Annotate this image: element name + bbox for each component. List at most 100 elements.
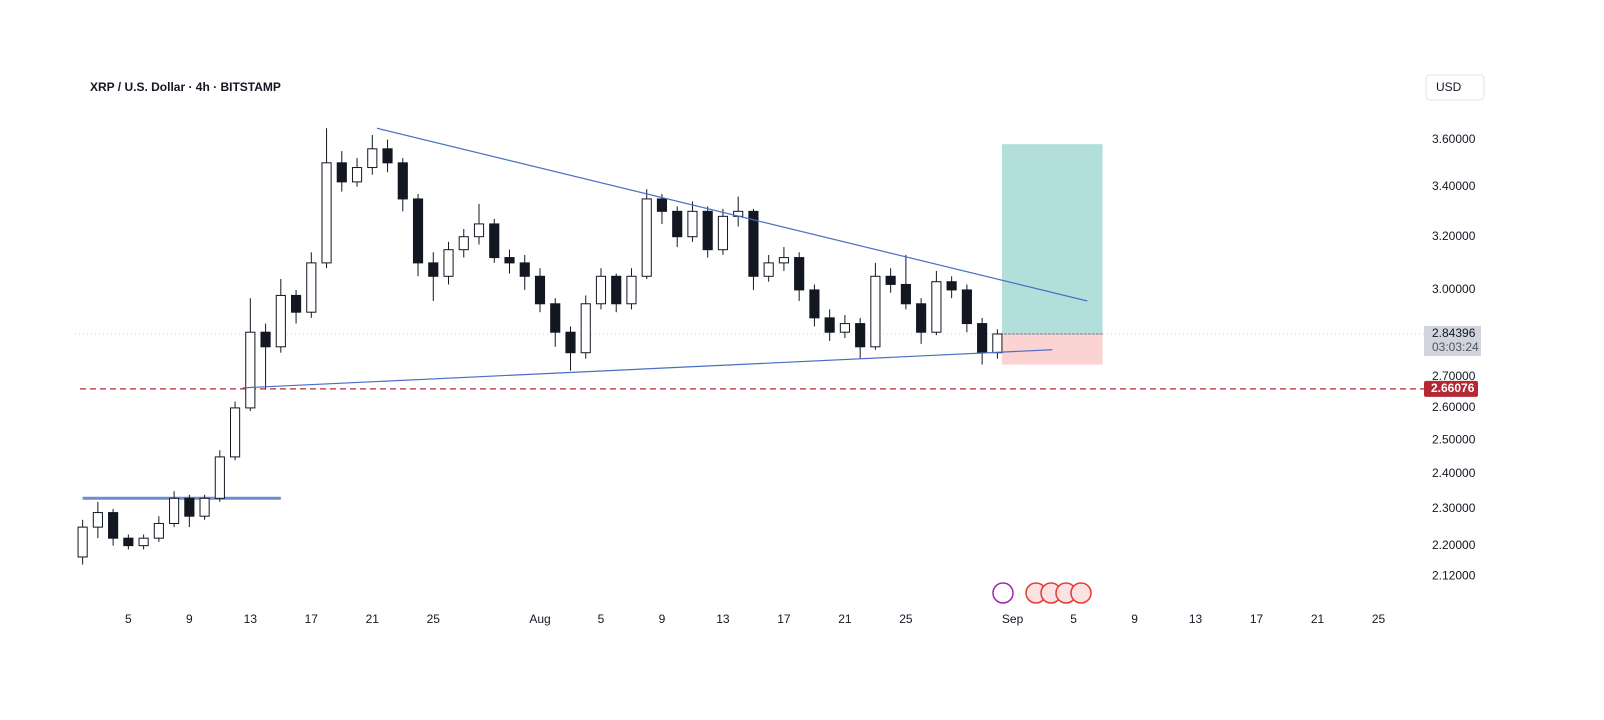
- candle-body: [839, 323, 850, 333]
- candle-body: [717, 215, 729, 251]
- candle-body: [92, 512, 103, 528]
- candle-body: [367, 148, 378, 169]
- candle-body: [641, 198, 652, 277]
- candle-body: [855, 323, 866, 348]
- x-tick-label: 9: [1131, 612, 1138, 626]
- candle-body: [992, 333, 1003, 354]
- candle-body: [824, 317, 835, 333]
- candle-body: [245, 331, 256, 409]
- candle-body: [123, 537, 134, 547]
- x-tick-label: 25: [427, 612, 441, 626]
- x-tick-label: 17: [305, 612, 319, 626]
- candle-body: [504, 257, 515, 264]
- x-tick-label: 13: [716, 612, 730, 626]
- x-tick-label: 5: [1070, 612, 1077, 626]
- y-tick-label: 2.20000: [1432, 538, 1476, 552]
- x-tick-label: 9: [186, 612, 193, 626]
- candle-body: [336, 162, 347, 183]
- x-tick-label: 9: [659, 612, 666, 626]
- currency-label: USD: [1436, 80, 1462, 94]
- y-tick-label: 2.40000: [1432, 466, 1476, 480]
- trendline: [376, 127, 1088, 302]
- candle-body: [763, 262, 774, 277]
- candle-body: [153, 522, 164, 539]
- candle-body: [489, 223, 500, 259]
- event-icon[interactable]: [992, 582, 1014, 604]
- candle-body: [977, 323, 988, 354]
- x-tick-label: 13: [1189, 612, 1203, 626]
- event-icons: [992, 582, 1092, 604]
- candle-body: [778, 257, 789, 264]
- x-tick-label: 21: [838, 612, 852, 626]
- candle-body: [199, 497, 210, 517]
- y-tick-label: 2.12000: [1432, 568, 1476, 582]
- candle-body: [519, 262, 530, 277]
- candle-body: [900, 283, 911, 305]
- candle-body: [946, 281, 957, 291]
- alert-price-box: [1424, 380, 1478, 397]
- x-tick-label: Sep: [1002, 612, 1024, 626]
- candle-body: [687, 210, 698, 238]
- candle-body: [397, 162, 408, 200]
- y-tick-label: 3.00000: [1432, 282, 1476, 296]
- candle-body: [595, 275, 607, 305]
- x-tick-label: 21: [1311, 612, 1325, 626]
- candle-body: [214, 456, 225, 499]
- candle-body: [580, 303, 591, 354]
- target-zone: [1001, 144, 1103, 334]
- candle-body: [656, 198, 668, 212]
- candle-body: [412, 198, 424, 264]
- alert-price-label: 2.66076: [1431, 381, 1475, 395]
- last-price-label: 2.84396: [1432, 326, 1476, 340]
- x-tick-label: 17: [777, 612, 791, 626]
- candle-body: [794, 257, 805, 291]
- x-tick-label: 25: [1372, 612, 1386, 626]
- last-price-box: [1424, 325, 1481, 356]
- candle-body: [565, 331, 576, 354]
- countdown-label: 03:03:24: [1432, 340, 1479, 354]
- candle-body: [885, 275, 896, 285]
- candle-body: [931, 281, 942, 333]
- candle-body: [550, 303, 561, 333]
- candle-body: [428, 262, 439, 277]
- trendline: [242, 349, 1053, 389]
- y-tick-label: 2.60000: [1432, 400, 1476, 414]
- x-tick-label: 13: [244, 612, 258, 626]
- candle-body: [260, 331, 271, 348]
- y-tick-label: 3.60000: [1432, 132, 1476, 146]
- x-tick-label: 25: [899, 612, 913, 626]
- candle-body: [108, 512, 119, 539]
- currency-button[interactable]: [1425, 74, 1485, 101]
- y-tick-label: 2.70000: [1432, 369, 1476, 383]
- candle-body: [626, 275, 637, 305]
- y-tick-label: 3.40000: [1432, 179, 1476, 193]
- candle-body: [138, 537, 149, 547]
- y-tick-label: 3.20000: [1432, 229, 1476, 243]
- event-icon[interactable]: [1070, 582, 1092, 604]
- candle-body: [443, 249, 454, 277]
- candle-body: [611, 275, 622, 305]
- candle-body: [870, 275, 881, 348]
- y-tick-label: 2.30000: [1432, 501, 1476, 515]
- candle-body: [702, 210, 713, 251]
- candle-body: [77, 526, 88, 558]
- candle-body: [961, 289, 972, 325]
- candle-body: [351, 167, 363, 183]
- candle-body: [290, 294, 302, 313]
- candle-body: [916, 303, 927, 333]
- x-tick-label: 5: [598, 612, 605, 626]
- candle-body: [748, 210, 759, 277]
- x-tick-label: 5: [125, 612, 132, 626]
- candle-body: [458, 236, 469, 251]
- candle-body: [306, 262, 317, 313]
- candle-body: [809, 289, 820, 319]
- candle-body: [184, 497, 195, 517]
- candle-body: [230, 407, 241, 458]
- x-tick-label: 17: [1250, 612, 1264, 626]
- chart-title: XRP / U.S. Dollar · 4h · BITSTAMP: [90, 80, 281, 94]
- x-tick-label: Aug: [529, 612, 550, 626]
- x-tick-label: 21: [366, 612, 380, 626]
- candle-body: [321, 162, 332, 264]
- candle-body: [275, 294, 286, 348]
